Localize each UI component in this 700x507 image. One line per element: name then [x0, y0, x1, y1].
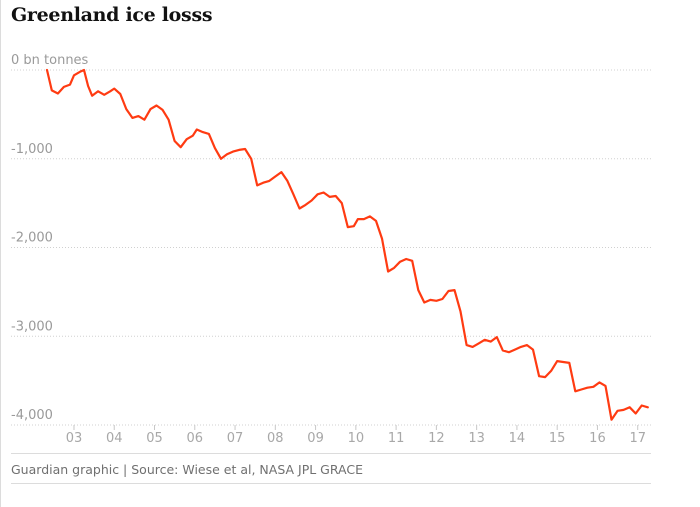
x-tick-label: 15 [549, 431, 566, 446]
x-tick-label: 13 [468, 431, 485, 446]
chart-title: Greenland ice losss [11, 4, 213, 26]
y-tick-label: -2,000 [11, 231, 53, 246]
x-tick-label: 09 [307, 431, 324, 446]
footer-divider-bottom [11, 483, 651, 484]
x-tick-label: 06 [187, 431, 204, 446]
x-tick-label: 03 [66, 431, 83, 446]
ice-loss-line [45, 68, 649, 421]
y-tick-label: -3,000 [11, 319, 53, 334]
x-tick-label: 10 [348, 431, 365, 446]
x-tick-label: 12 [428, 431, 445, 446]
source-credit: Guardian graphic | Source: Wiese et al, … [11, 462, 364, 477]
x-tick-label: 07 [227, 431, 244, 446]
footer-divider-top [11, 453, 651, 454]
x-tick-label: 16 [589, 431, 606, 446]
y-tick-label: -4,000 [11, 408, 53, 423]
x-tick-label: 17 [629, 431, 646, 446]
x-tick-label: 11 [388, 431, 405, 446]
x-tick-label: 14 [509, 431, 526, 446]
y-tick-label: 0 bn tonnes [11, 53, 89, 68]
y-tick-label: -1,000 [11, 142, 53, 157]
x-tick-label: 04 [106, 431, 123, 446]
left-border [0, 0, 1, 507]
x-tick-label: 05 [146, 431, 163, 446]
x-tick-label: 08 [267, 431, 284, 446]
